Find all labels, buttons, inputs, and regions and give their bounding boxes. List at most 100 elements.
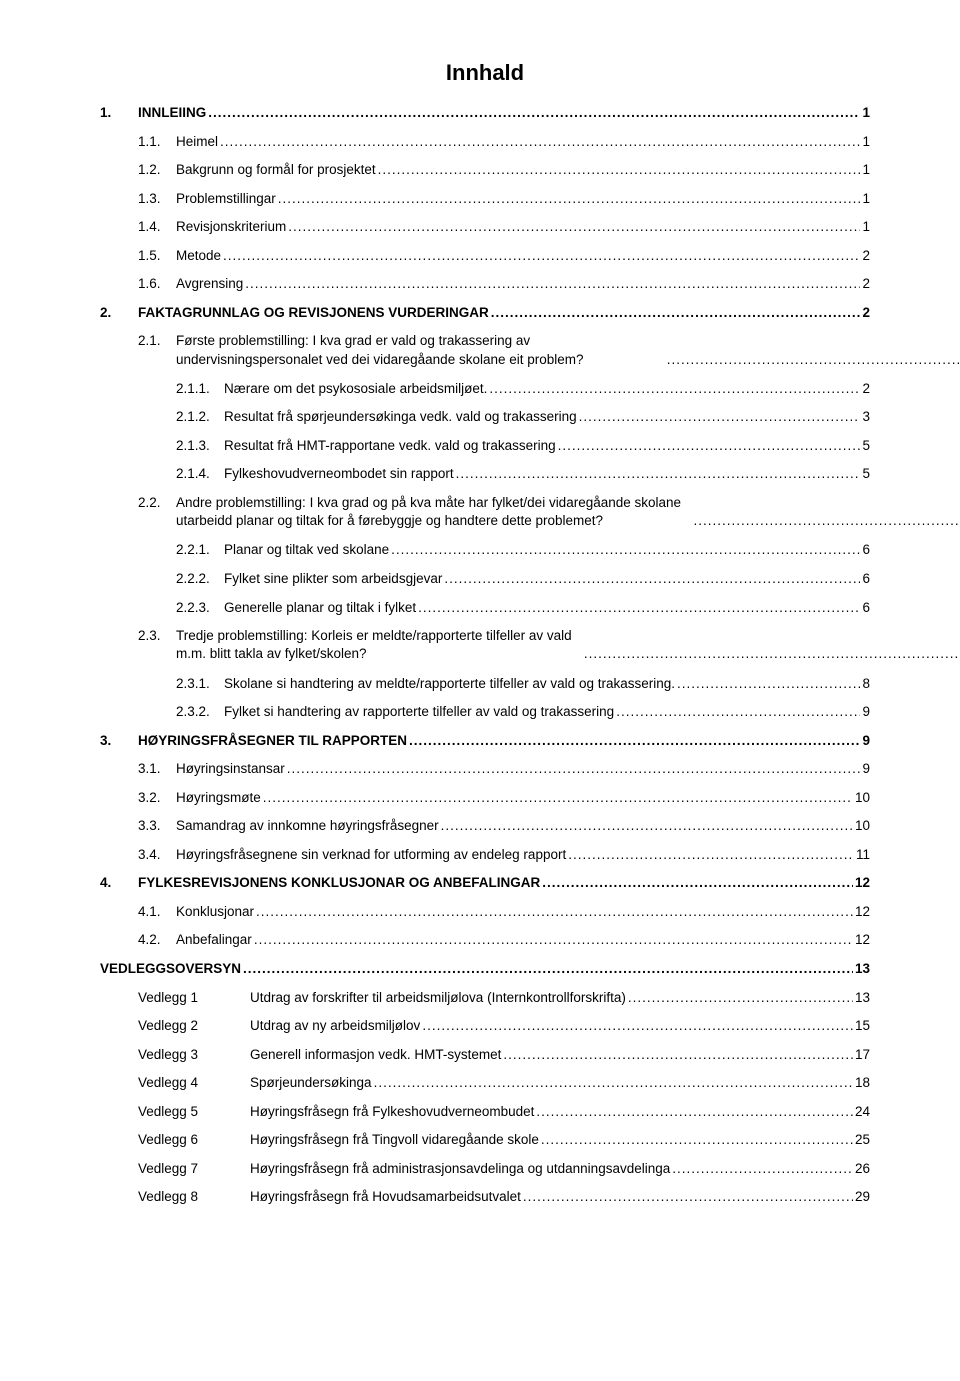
toc-page: 10 bbox=[855, 789, 870, 807]
toc-label: Resultat frå spørjeundersøkinga vedk. va… bbox=[224, 408, 577, 426]
toc-label: Resultat frå HMT-rapportane vedk. vald o… bbox=[224, 437, 556, 455]
toc-label: Avgrensing bbox=[176, 275, 243, 293]
attachment-page: 15 bbox=[855, 1017, 870, 1035]
toc-leader bbox=[391, 541, 860, 559]
toc-number: 2.3.2. bbox=[176, 703, 224, 721]
attachment-entry: Vedlegg 7Høyringsfråsegn frå administras… bbox=[100, 1160, 870, 1178]
toc-number: 2.2. bbox=[138, 494, 176, 512]
toc-leader bbox=[523, 1188, 853, 1206]
toc-label: Problemstillingar bbox=[176, 190, 276, 208]
toc-label: Fylket sine plikter som arbeidsgjevar bbox=[224, 570, 442, 588]
attachment-key: Vedlegg 5 bbox=[138, 1103, 250, 1121]
toc-leader bbox=[558, 437, 861, 455]
attachment-entry: Vedlegg 3Generell informasjon vedk. HMT-… bbox=[100, 1046, 870, 1064]
toc-page: 9 bbox=[862, 703, 870, 721]
toc-leader bbox=[536, 1103, 853, 1121]
toc-page: 1 bbox=[862, 190, 870, 208]
toc-page: 9 bbox=[862, 732, 870, 750]
toc-leader bbox=[694, 512, 960, 530]
toc-page: 1 bbox=[862, 218, 870, 236]
attachment-entry: Vedlegg 6Høyringsfråsegn frå Tingvoll vi… bbox=[100, 1131, 870, 1149]
toc-list: 1.INNLEIING 1 1.1.Heimel 1 1.2.Bakgrunn og… bbox=[100, 104, 870, 978]
toc-page: 12 bbox=[855, 874, 870, 892]
attachment-key: Vedlegg 4 bbox=[138, 1074, 250, 1092]
toc-entry: 2.1.3.Resultat frå HMT-rapportane vedk. … bbox=[100, 437, 870, 455]
attachment-entry: Vedlegg 8Høyringsfråsegn frå Hovudsamarb… bbox=[100, 1188, 870, 1206]
toc-number: 1.3. bbox=[138, 190, 176, 208]
toc-number: 2.1.2. bbox=[176, 408, 224, 426]
toc-page: 6 bbox=[862, 599, 870, 617]
toc-entry: 1.1.Heimel 1 bbox=[100, 133, 870, 151]
attachment-entry: Vedlegg 2Utdrag av ny arbeidsmiljølov 15 bbox=[100, 1017, 870, 1035]
toc-leader bbox=[422, 1017, 853, 1035]
toc-label: Samandrag av innkomne høyringsfråsegner bbox=[176, 817, 439, 835]
toc-entry: VEDLEGGSOVERSYN 13 bbox=[100, 960, 870, 978]
toc-label: FAKTAGRUNNLAG OG REVISJONENS VURDERINGAR bbox=[138, 304, 489, 322]
toc-page: 1 bbox=[862, 161, 870, 179]
toc-number: 1.5. bbox=[138, 247, 176, 265]
toc-text-wrap: Tredje problemstilling: Korleis er meldt… bbox=[176, 627, 960, 663]
attachment-entry: Vedlegg 5Høyringsfråsegn frå Fylkeshovud… bbox=[100, 1103, 870, 1121]
toc-page: 5 bbox=[862, 465, 870, 483]
toc-page: 8 bbox=[862, 675, 870, 693]
toc-number: 2.1. bbox=[138, 332, 176, 350]
toc-number: 3. bbox=[100, 732, 138, 750]
toc-page: 10 bbox=[855, 817, 870, 835]
toc-label: Høyringsfråsegnene sin verknad for utfor… bbox=[176, 846, 566, 864]
attachment-text: Høyringsfråsegn frå Tingvoll vidaregåand… bbox=[250, 1131, 539, 1149]
attachment-text: Høyringsfråsegn frå Fylkeshovudverneombu… bbox=[250, 1103, 534, 1121]
toc-leader bbox=[444, 570, 860, 588]
attachment-key: Vedlegg 7 bbox=[138, 1160, 250, 1178]
toc-number: 1.1. bbox=[138, 133, 176, 151]
toc-entry: 2.2.Andre problemstilling: I kva grad og… bbox=[100, 494, 870, 530]
toc-label: Skolane si handtering av meldte/rapporte… bbox=[224, 675, 675, 693]
toc-number: 2.1.3. bbox=[176, 437, 224, 455]
toc-number: 2. bbox=[100, 304, 138, 322]
toc-entry: 1.5.Metode 2 bbox=[100, 247, 870, 265]
toc-page: 12 bbox=[855, 903, 870, 921]
toc-page: 6 bbox=[862, 570, 870, 588]
toc-label: Tredje problemstilling: Korleis er meldt… bbox=[176, 628, 572, 661]
toc-number: 2.2.1. bbox=[176, 541, 224, 559]
toc-entry: 2.3.2.Fylket si handtering av rapportert… bbox=[100, 703, 870, 721]
toc-leader bbox=[378, 161, 861, 179]
attachment-text: Generell informasjon vedk. HMT-systemet bbox=[250, 1046, 501, 1064]
toc-leader bbox=[568, 846, 854, 864]
toc-leader bbox=[245, 275, 860, 293]
toc-page: 13 bbox=[855, 960, 870, 978]
attachment-page: 18 bbox=[855, 1074, 870, 1092]
attachment-text: Høyringsfråsegn frå administrasjonsavdel… bbox=[250, 1160, 670, 1178]
toc-leader bbox=[208, 104, 860, 122]
toc-entry: 3.4.Høyringsfråsegnene sin verknad for u… bbox=[100, 846, 870, 864]
toc-number: 4. bbox=[100, 874, 138, 892]
toc-leader bbox=[243, 960, 853, 978]
toc-leader bbox=[220, 133, 860, 151]
attachment-key: Vedlegg 3 bbox=[138, 1046, 250, 1064]
toc-entry: 1.INNLEIING 1 bbox=[100, 104, 870, 122]
toc-number: 4.1. bbox=[138, 903, 176, 921]
attachment-text: Spørjeundersøkinga bbox=[250, 1074, 372, 1092]
toc-label: Andre problemstilling: I kva grad og på … bbox=[176, 495, 681, 528]
toc-entry: 4.2.Anbefalingar 12 bbox=[100, 931, 870, 949]
toc-number: 1.2. bbox=[138, 161, 176, 179]
toc-page: 6 bbox=[862, 541, 870, 559]
toc-label: INNLEIING bbox=[138, 104, 206, 122]
toc-page: 2 bbox=[862, 275, 870, 293]
toc-page: 3 bbox=[862, 408, 870, 426]
toc-label: Generelle planar og tiltak i fylket bbox=[224, 599, 416, 617]
attachment-entry: Vedlegg 1Utdrag av forskrifter til arbei… bbox=[100, 989, 870, 1007]
toc-entry: 2.1.Første problemstilling: I kva grad e… bbox=[100, 332, 870, 368]
toc-entry: 1.2.Bakgrunn og formål for prosjektet 1 bbox=[100, 161, 870, 179]
toc-entry: 3.2.Høyringsmøte 10 bbox=[100, 789, 870, 807]
page-title: Innhald bbox=[100, 60, 870, 86]
toc-number: 1.4. bbox=[138, 218, 176, 236]
toc-entry: 3.1.Høyringsinstansar 9 bbox=[100, 760, 870, 778]
toc-entry: 3.HØYRINGSFRÅSEGNER TIL RAPPORTEN 9 bbox=[100, 732, 870, 750]
toc-number: 3.4. bbox=[138, 846, 176, 864]
attachment-text: Utdrag av ny arbeidsmiljølov bbox=[250, 1017, 420, 1035]
toc-label: Nærare om det psykososiale arbeidsmiljøe… bbox=[224, 380, 487, 398]
attachment-page: 26 bbox=[855, 1160, 870, 1178]
toc-number: 4.2. bbox=[138, 931, 176, 949]
toc-leader bbox=[672, 1160, 853, 1178]
toc-leader bbox=[441, 817, 853, 835]
